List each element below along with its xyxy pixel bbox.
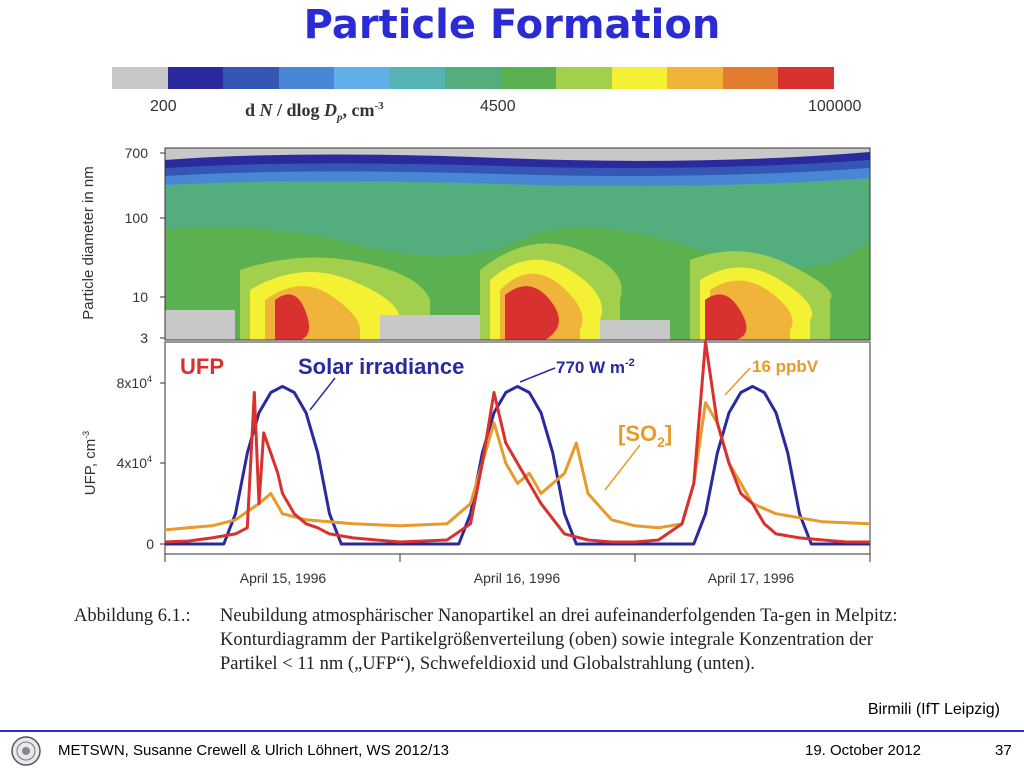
caption-text: Neubildung atmosphärischer Nanopartikel … xyxy=(220,606,898,674)
colorbar-cell xyxy=(500,67,556,89)
series-line-so2 xyxy=(164,401,871,532)
linechart-frame xyxy=(164,341,871,555)
figure-svg: 700 100 10 3 Particle diameter in nm 8x1… xyxy=(80,145,871,586)
colorbar-cell xyxy=(389,67,445,89)
line-series-group xyxy=(164,340,871,546)
linechart-ytick: 4x104 xyxy=(117,454,152,471)
colorbar-cell xyxy=(223,67,279,89)
linechart-xtick: April 15, 1996 xyxy=(240,570,327,586)
linechart-ytick: 0 xyxy=(146,536,154,552)
colorbar-tick-mid: 4500 xyxy=(480,98,516,115)
linechart-x-ticks: April 15, 1996 April 16, 1996 April 17, … xyxy=(164,554,871,586)
image-credit: Birmili (IfT Leipzig) xyxy=(867,701,1000,718)
colorbar xyxy=(112,67,834,89)
footer-course: METSWN, Susanne Crewell & Ulrich Löhnert… xyxy=(58,742,449,759)
so2-label-leader xyxy=(604,444,641,491)
university-seal-icon xyxy=(11,736,41,766)
footer-divider xyxy=(0,730,1024,732)
colorbar-tick-min: 200 xyxy=(150,98,177,115)
colorbar-cell xyxy=(611,67,667,89)
colorbar-cell xyxy=(445,67,501,89)
heatmap-ytick: 3 xyxy=(140,330,148,346)
solar-label-leader xyxy=(309,377,336,411)
colorbar-tick-max: 100000 xyxy=(808,98,862,115)
heatmap-frame xyxy=(164,147,871,341)
linechart-y-ticks: 8x104 4x104 0 xyxy=(117,374,165,552)
colorbar-cell xyxy=(334,67,390,89)
so2-peak-annotation: 16 ppbV xyxy=(752,357,819,376)
solar-peak-annotation: 770 W m-2 xyxy=(556,357,635,377)
ufp-label: UFP xyxy=(180,354,224,379)
colorbar-cell xyxy=(278,67,334,89)
linechart-xtick: April 17, 1996 xyxy=(708,570,795,586)
heatmap-ytick: 100 xyxy=(125,210,149,226)
heatmap-ylabel: Particle diameter in nm xyxy=(80,166,97,319)
linechart-xtick: April 16, 1996 xyxy=(474,570,561,586)
solar-irradiance-label: Solar irradiance xyxy=(298,354,464,379)
heatmap-ytick: 700 xyxy=(125,145,149,161)
series-line-ufp xyxy=(164,340,870,544)
colorbar-cell xyxy=(722,67,778,89)
series-line-solar-irradiance xyxy=(165,384,870,546)
so2-label: [SO2] xyxy=(618,421,672,450)
colorbar-cell xyxy=(167,67,223,89)
colorbar-cell xyxy=(667,67,723,89)
linechart-ytick: 8x104 xyxy=(117,374,152,391)
footer-date: 19. October 2012 xyxy=(805,742,921,759)
colorbar-cell xyxy=(556,67,612,89)
colorbar-title: d N / dlog Dp, cm-3 xyxy=(245,100,384,124)
so2-peak-leader xyxy=(724,367,751,396)
footer-page-number: 37 xyxy=(995,742,1012,759)
size-distribution-heatmap xyxy=(165,148,870,340)
solar-peak-leader xyxy=(519,367,556,383)
colorbar-cell xyxy=(778,67,834,89)
caption-label: Abbildung 6.1.: xyxy=(74,606,191,626)
slide-title: Particle Formation xyxy=(303,2,721,48)
linechart-ylabel: UFP, cm-3 xyxy=(81,431,99,495)
colorbar-cell xyxy=(112,67,168,89)
heatmap-y-ticks: 700 100 10 3 xyxy=(125,145,165,346)
heatmap-ytick: 10 xyxy=(132,289,148,305)
